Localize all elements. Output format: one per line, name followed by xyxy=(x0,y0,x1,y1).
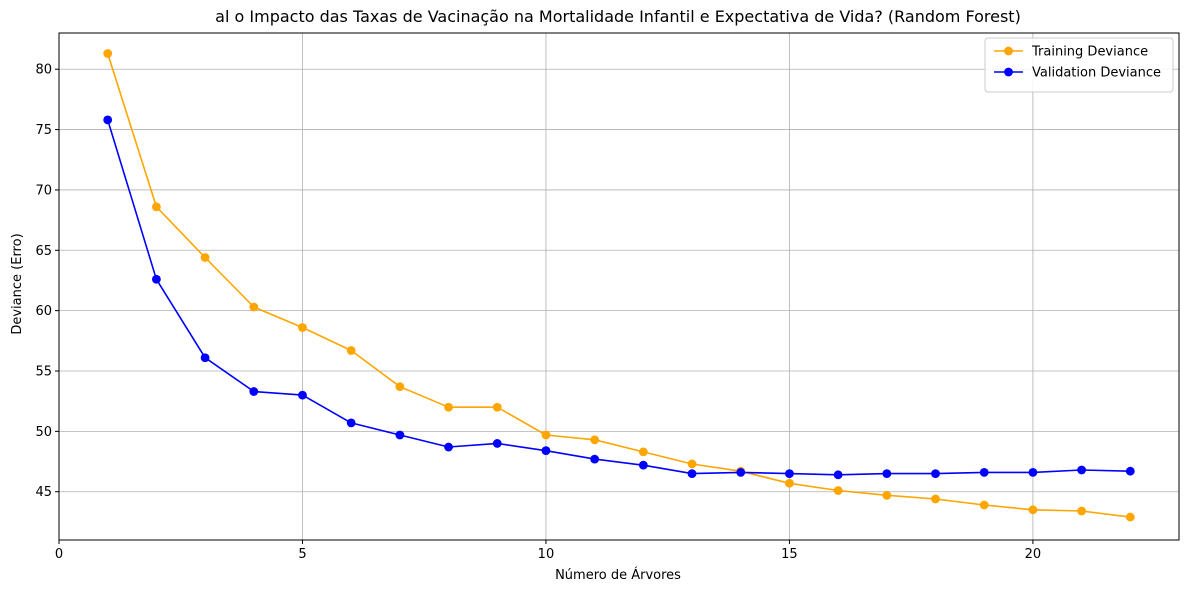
validation-deviance-point xyxy=(1125,466,1135,476)
training-deviance-point xyxy=(541,430,551,440)
validation-deviance-point xyxy=(395,430,405,440)
training-deviance-point xyxy=(979,500,989,510)
x-tick-label: 10 xyxy=(538,547,555,562)
x-tick-label: 5 xyxy=(298,547,306,562)
x-tick-label: 15 xyxy=(781,547,798,562)
training-deviance-point xyxy=(444,402,453,412)
training-deviance-point xyxy=(882,490,892,500)
y-axis-label: Deviance (Erro) xyxy=(10,233,25,334)
training-deviance-point xyxy=(785,478,794,488)
validation-deviance-point xyxy=(541,446,551,456)
legend-label-validation: Validation Deviance xyxy=(1032,66,1161,81)
legend-box xyxy=(984,37,1174,93)
validation-deviance-point xyxy=(103,115,113,125)
validation-deviance-point xyxy=(1077,465,1087,475)
validation-deviance-point xyxy=(151,274,161,284)
validation-deviance-line xyxy=(106,119,1131,476)
y-tick-label: 70 xyxy=(35,183,52,198)
training-deviance-point xyxy=(103,49,113,58)
x-tick-label: 20 xyxy=(1025,547,1042,562)
training-deviance-point xyxy=(346,346,356,355)
x-tick-label: 0 xyxy=(55,547,63,562)
training-deviance-point xyxy=(492,402,502,412)
training-deviance-point xyxy=(833,486,843,495)
legend-marker-validation xyxy=(1004,67,1013,77)
validation-deviance-point xyxy=(444,442,453,452)
validation-deviance-point xyxy=(492,439,502,448)
validation-deviance-point xyxy=(833,470,843,480)
chart-title: al o Impacto das Taxas de Vacinação na M… xyxy=(215,7,1021,26)
validation-deviance-point xyxy=(882,469,892,479)
training-deviance-line xyxy=(106,53,1131,518)
training-deviance-point xyxy=(1028,505,1038,515)
validation-deviance-point xyxy=(200,353,210,363)
legend: Training Deviance Validation Deviance xyxy=(984,37,1174,93)
validation-deviance-point xyxy=(346,418,356,428)
validation-deviance-point xyxy=(638,460,648,470)
y-tick-label: 60 xyxy=(35,304,52,319)
validation-deviance-point xyxy=(687,469,697,479)
training-deviance-point xyxy=(931,494,940,504)
training-deviance-point xyxy=(638,447,648,457)
validation-deviance-point xyxy=(785,469,794,479)
x-axis-label: Número de Árvores xyxy=(555,567,681,583)
training-deviance-point xyxy=(200,253,210,262)
validation-deviance-point xyxy=(931,469,940,479)
y-tick-label: 75 xyxy=(35,123,52,138)
training-deviance-point xyxy=(1125,512,1135,522)
y-tick-label: 55 xyxy=(35,365,52,380)
training-deviance-point xyxy=(687,459,697,469)
training-deviance-point xyxy=(1077,506,1087,516)
validation-deviance-point xyxy=(979,468,989,477)
y-tick-label: 80 xyxy=(35,63,52,78)
validation-deviance-point xyxy=(736,468,746,477)
validation-deviance-point xyxy=(298,390,307,400)
validation-deviance-point xyxy=(590,454,600,464)
y-tick-label: 50 xyxy=(35,425,52,440)
training-deviance-point xyxy=(151,202,161,212)
training-deviance-point xyxy=(395,382,405,392)
series-layer xyxy=(103,49,1135,522)
legend-marker-training xyxy=(1004,46,1013,56)
validation-deviance-point xyxy=(1028,468,1038,477)
legend-label-training: Training Deviance xyxy=(1031,45,1148,60)
training-deviance-point xyxy=(298,323,307,332)
training-deviance-point xyxy=(249,302,259,312)
validation-deviance-point xyxy=(249,387,259,396)
axis-ticks: 0 5 10 15 20 45 50 55 60 65 70 75 80 xyxy=(35,63,1041,562)
training-deviance-point xyxy=(590,435,600,445)
y-tick-label: 45 xyxy=(35,485,52,500)
y-tick-label: 65 xyxy=(35,244,52,259)
plot-frame xyxy=(58,32,1180,541)
grid-lines xyxy=(58,33,1179,540)
